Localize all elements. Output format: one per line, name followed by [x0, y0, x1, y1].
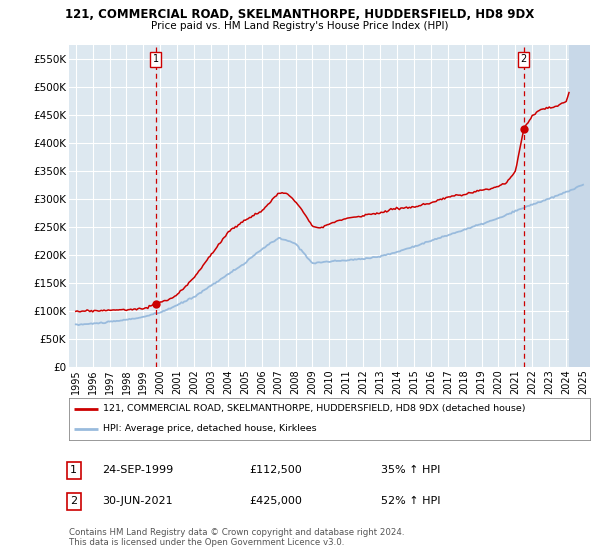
Text: 52% ↑ HPI: 52% ↑ HPI — [381, 496, 440, 506]
Text: £112,500: £112,500 — [249, 465, 302, 475]
Text: 24-SEP-1999: 24-SEP-1999 — [102, 465, 173, 475]
Text: £425,000: £425,000 — [249, 496, 302, 506]
Text: 121, COMMERCIAL ROAD, SKELMANTHORPE, HUDDERSFIELD, HD8 9DX (detached house): 121, COMMERCIAL ROAD, SKELMANTHORPE, HUD… — [103, 404, 526, 413]
Bar — [569, 45, 590, 367]
Bar — [569, 45, 590, 367]
Text: 30-JUN-2021: 30-JUN-2021 — [102, 496, 173, 506]
Text: 1: 1 — [70, 465, 77, 475]
Text: HPI: Average price, detached house, Kirklees: HPI: Average price, detached house, Kirk… — [103, 424, 316, 433]
Text: 2: 2 — [70, 496, 77, 506]
Text: 1: 1 — [152, 54, 159, 64]
Text: 121, COMMERCIAL ROAD, SKELMANTHORPE, HUDDERSFIELD, HD8 9DX: 121, COMMERCIAL ROAD, SKELMANTHORPE, HUD… — [65, 8, 535, 21]
Text: 35% ↑ HPI: 35% ↑ HPI — [381, 465, 440, 475]
Text: Price paid vs. HM Land Registry's House Price Index (HPI): Price paid vs. HM Land Registry's House … — [151, 21, 449, 31]
Text: Contains HM Land Registry data © Crown copyright and database right 2024.
This d: Contains HM Land Registry data © Crown c… — [69, 528, 404, 547]
Text: 2: 2 — [521, 54, 527, 64]
